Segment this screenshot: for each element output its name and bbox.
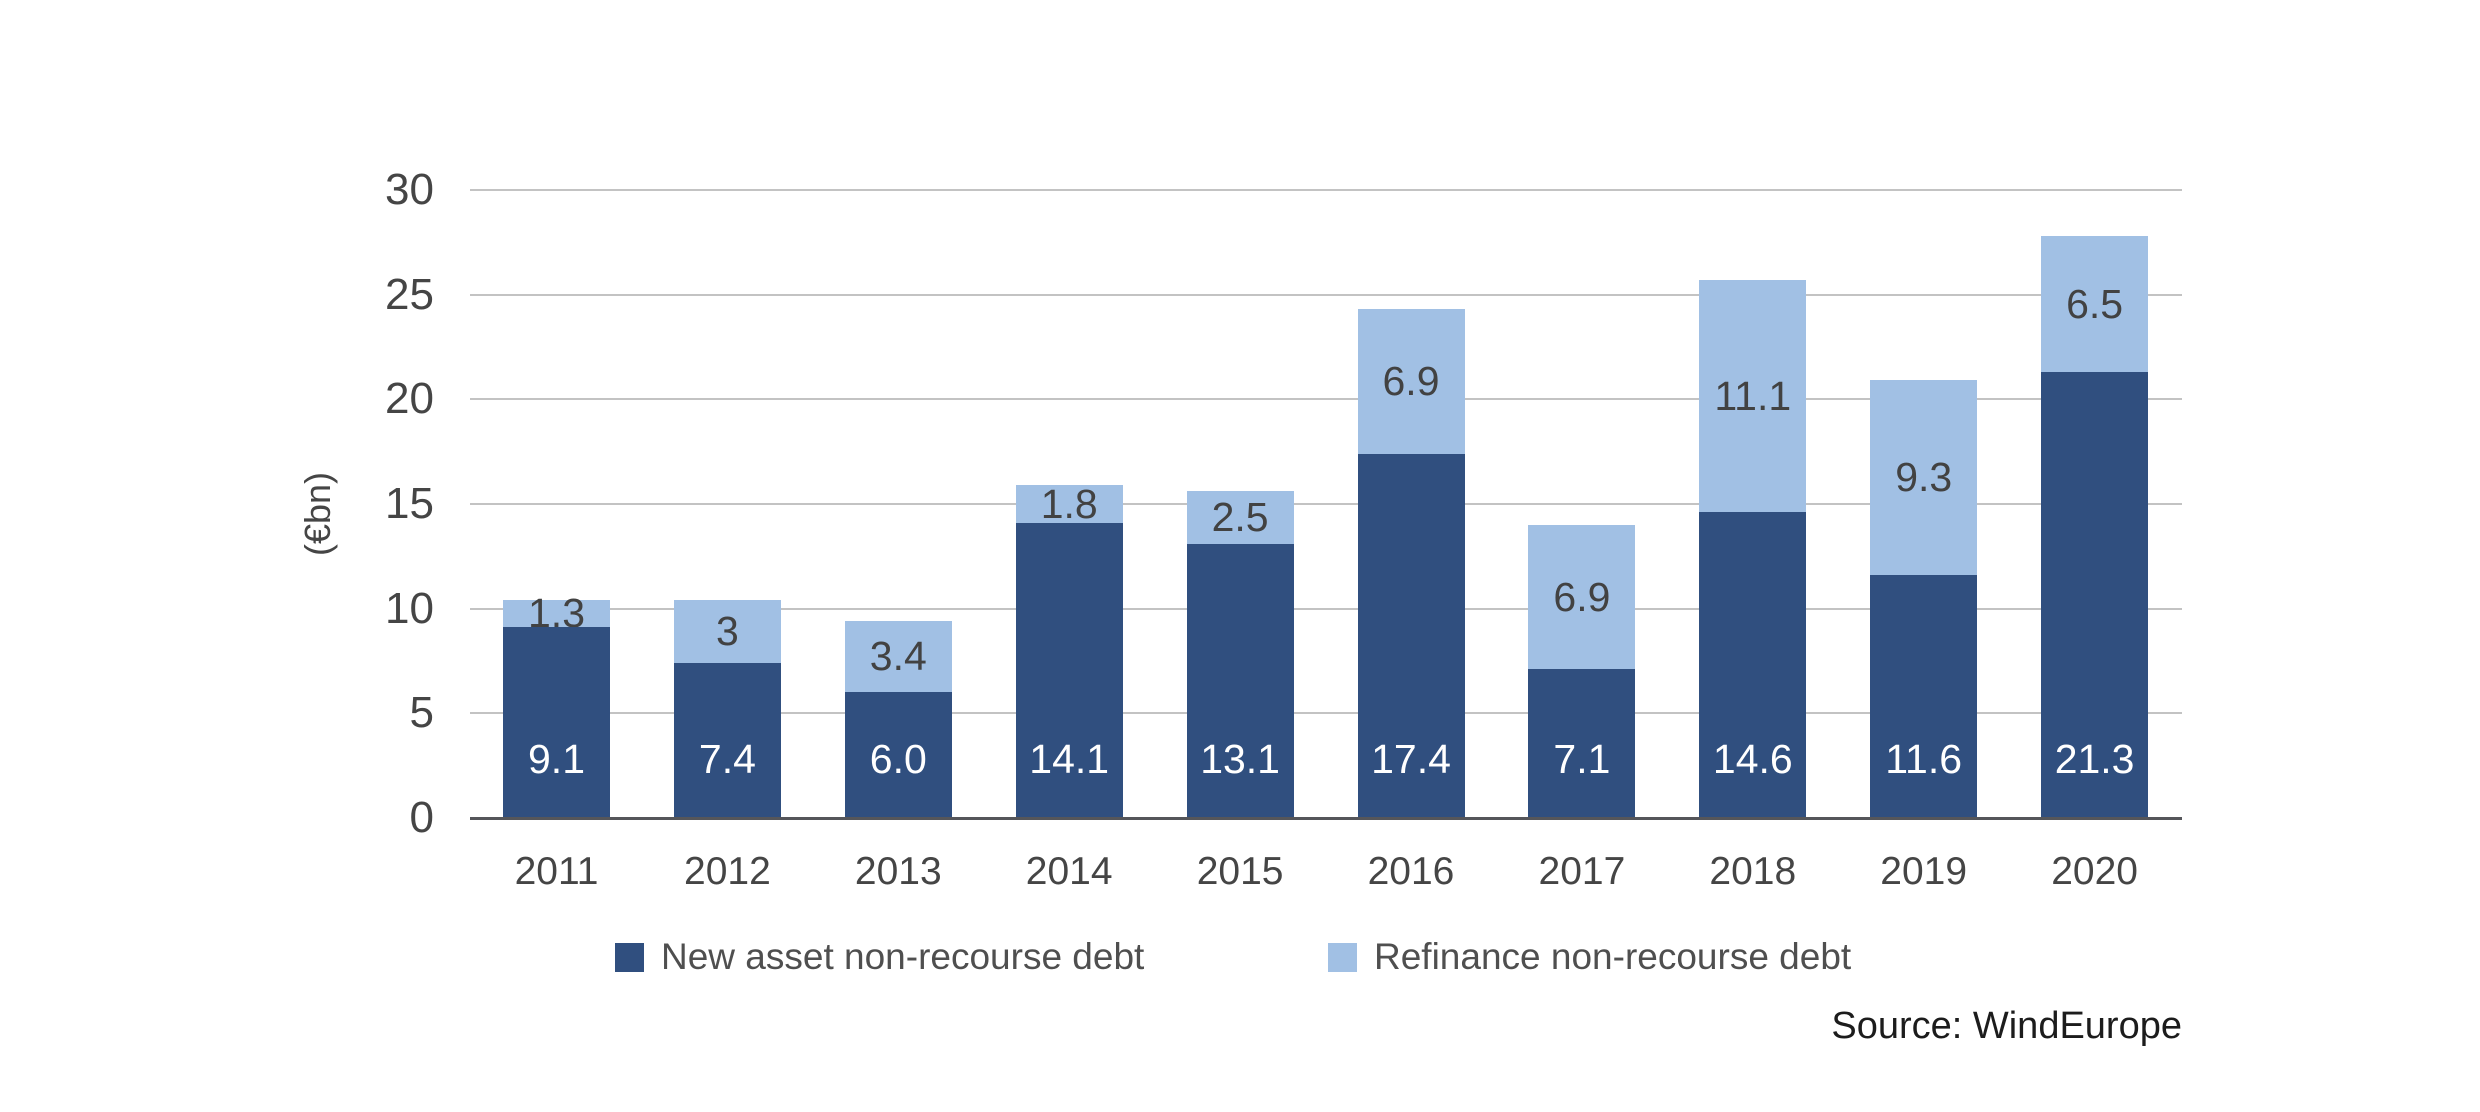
bar-2016: 6.9 17.4 (1357, 309, 1465, 818)
bar-2011-refinance-value: 1.3 (528, 590, 585, 637)
gridline-15 (470, 503, 2182, 505)
x-tick-label-2013: 2013 (854, 850, 942, 893)
y-tick-label-15: 15 (385, 479, 434, 528)
bar-2015-refinance-value: 2.5 (1211, 494, 1269, 541)
bar-2020-refinance-segment: 6.5 (2041, 236, 2149, 373)
bar-2013-refinance-value: 3.4 (869, 633, 927, 680)
bar-2011: 1.3 9.1 (503, 590, 610, 818)
bar-2019-new-asset-segment (1870, 575, 1978, 818)
x-tick-label-2020: 2020 (2051, 850, 2138, 893)
bar-2018: 11.1 14.6 (1699, 280, 1807, 818)
y-tick-label-0: 0 (409, 793, 434, 842)
bar-2014-new-asset-value: 14.1 (1029, 735, 1110, 782)
bar-2016-refinance-segment: 6.9 (1357, 309, 1465, 454)
legend-swatch-new-asset (615, 942, 644, 972)
bar-2015-new-asset-value: 13.1 (1200, 735, 1280, 782)
y-tick-label-30: 30 (385, 165, 434, 214)
gridline-5 (470, 712, 2182, 715)
bar-2017-new-asset-segment (1528, 669, 1636, 818)
gridline-30 (470, 189, 2182, 191)
bar-2020-refinance-value: 6.5 (2066, 280, 2124, 327)
legend-label-refinance: Refinance non-recourse debt (1374, 936, 1852, 977)
bar-2011-new-asset-value: 9.1 (528, 735, 585, 782)
bar-2013: 3.4 6.0 (844, 621, 952, 818)
bar-2012-refinance-segment: 3 (673, 600, 781, 664)
bar-2016-refinance-value: 6.9 (1382, 358, 1440, 405)
bar-2017-refinance-segment: 6.9 (1528, 524, 1636, 670)
legend-swatch-refinance (1328, 942, 1357, 972)
x-tick-label-2016: 2016 (1367, 850, 1455, 893)
bar-2019-new-asset-value: 11.6 (1885, 735, 1963, 782)
y-axis-title: (€bn) (297, 471, 338, 557)
x-tick-label-2011: 2011 (514, 850, 599, 893)
bar-2014-new-asset-segment (1015, 522, 1123, 818)
bar-2017-new-asset-value: 7.1 (1553, 735, 1611, 782)
bar-2019: 9.3 11.6 (1870, 380, 1978, 818)
y-tick-label-25: 25 (385, 269, 434, 319)
legend-label-new-asset: New asset non-recourse debt (661, 936, 1145, 977)
bar-2012-new-asset-segment (673, 663, 781, 818)
bar-2018-new-asset-value: 14.6 (1712, 735, 1793, 782)
bar-2018-refinance-value: 11.1 (1714, 372, 1792, 419)
y-tick-label-20: 20 (385, 374, 434, 424)
x-tick-label-2014: 2014 (1025, 850, 1113, 893)
bar-2020: 6.5 21.3 (2041, 236, 2149, 818)
bar-2011-refinance-segment: 1.3 (503, 590, 610, 637)
bar-2018-new-asset-segment (1699, 512, 1807, 818)
gridline-20 (470, 398, 2182, 401)
bar-2014-refinance-value: 1.8 (1040, 480, 1098, 527)
bar-2014: 1.8 14.1 (1015, 480, 1123, 818)
y-tick-label-10: 10 (385, 583, 434, 633)
x-tick-label-2018: 2018 (1709, 850, 1797, 893)
bar-2014-refinance-segment: 1.8 (1015, 480, 1123, 527)
legend-item-new-asset: New asset non-recourse debt (615, 936, 1144, 978)
bar-2016-new-asset-value: 17.4 (1371, 735, 1451, 782)
bar-2020-new-asset-segment (2041, 372, 2149, 818)
x-tick-label-2019: 2019 (1880, 850, 1968, 893)
gridline-25 (470, 293, 2182, 296)
source-note: Source: WindEurope (1831, 1005, 2182, 1047)
bar-2013-new-asset-value: 6.0 (869, 735, 927, 782)
bar-2011-new-asset-segment (503, 627, 610, 818)
bar-2013-new-asset-segment (844, 692, 952, 818)
bar-2012-refinance-value: 3 (715, 608, 739, 655)
bar-2012-new-asset-value: 7.4 (698, 735, 756, 782)
bar-2016-new-asset-segment (1357, 453, 1465, 818)
bar-2017-refinance-value: 6.9 (1553, 573, 1611, 620)
gridline-10 (470, 607, 2182, 610)
x-axis-line (470, 816, 2182, 820)
x-tick-label-2017: 2017 (1538, 850, 1626, 893)
y-tick-label-5: 5 (409, 688, 434, 738)
bar-2015-new-asset-segment (1186, 543, 1294, 818)
bar-2012: 3 7.4 (673, 600, 781, 818)
bar-2020-new-asset-value: 21.3 (2054, 735, 2135, 782)
bar-2019-refinance-value: 9.3 (1895, 454, 1953, 501)
bar-2018-refinance-segment: 11.1 (1699, 280, 1807, 513)
legend-item-refinance: Refinance non-recourse debt (1328, 936, 1851, 978)
x-tick-label-2015: 2015 (1196, 850, 1284, 893)
bar-2017: 6.9 7.1 (1528, 524, 1636, 818)
bar-2015-refinance-segment: 2.5 (1186, 491, 1294, 544)
x-tick-label-2012: 2012 (684, 850, 771, 893)
bar-2019-refinance-segment: 9.3 (1870, 380, 1978, 576)
bar-2013-refinance-segment: 3.4 (844, 621, 952, 693)
bar-2015: 2.5 13.1 (1186, 491, 1294, 818)
